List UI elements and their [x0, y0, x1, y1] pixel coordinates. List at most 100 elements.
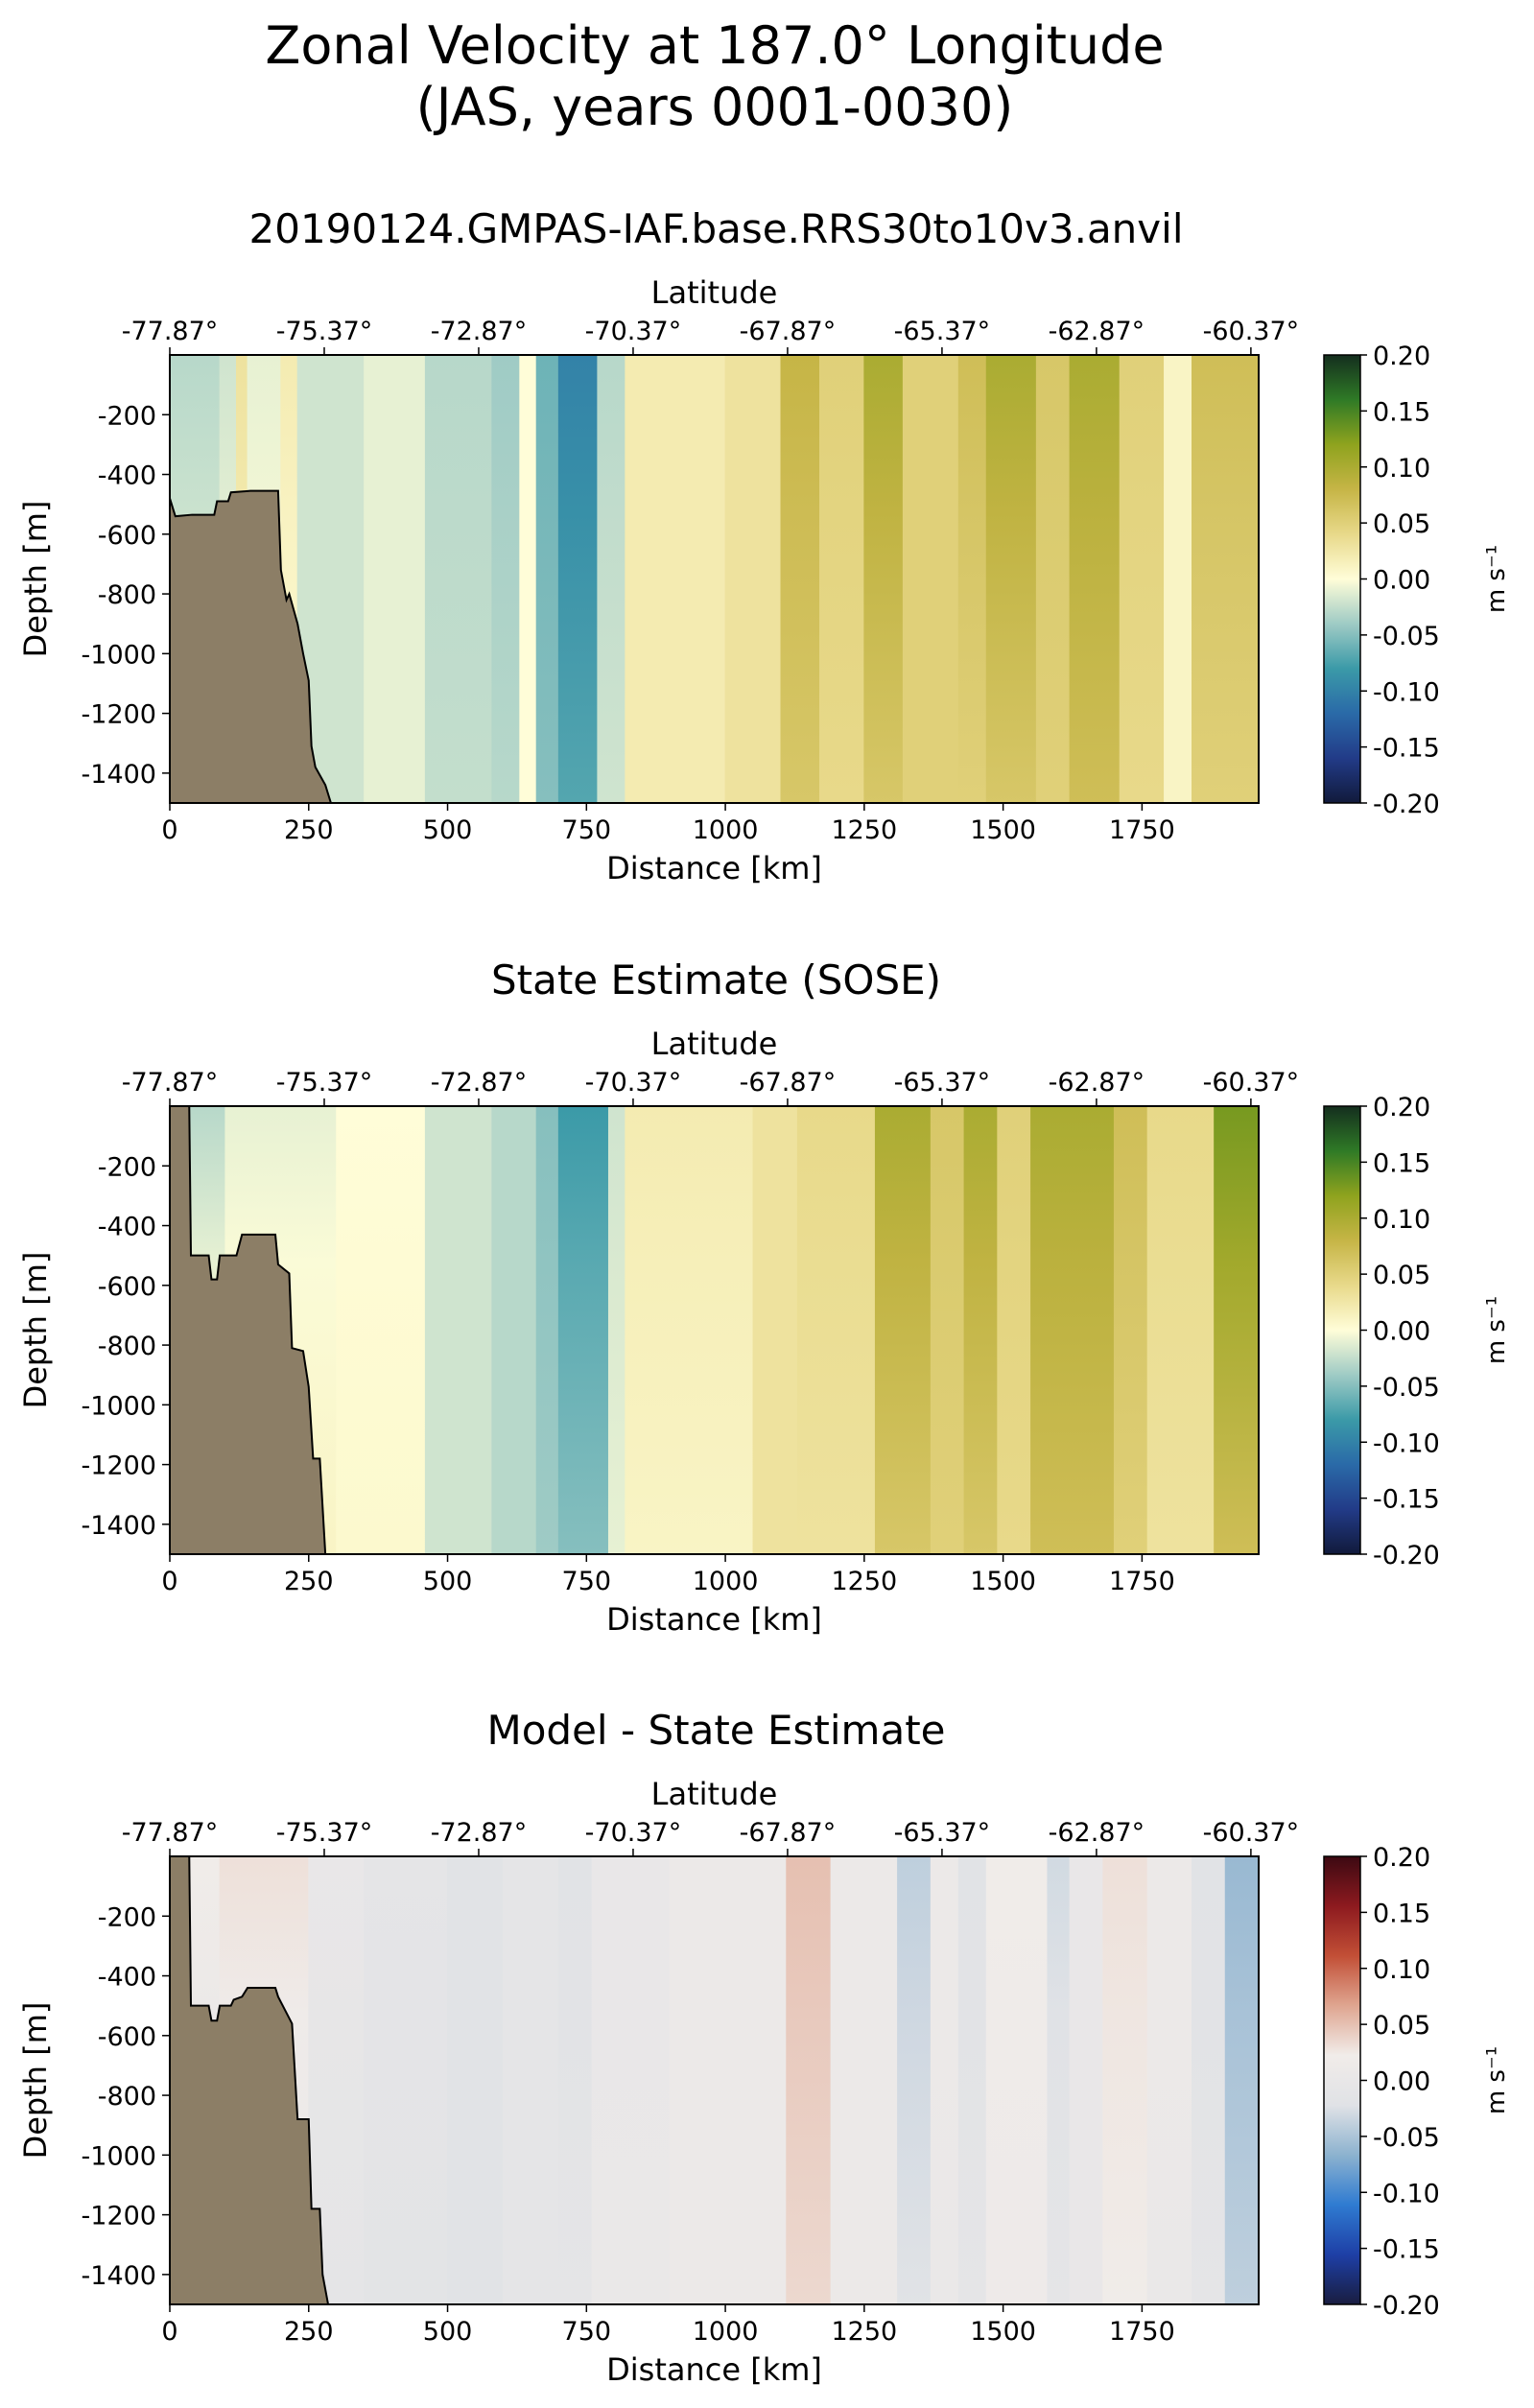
- x-tick-label: 1750: [1109, 2317, 1175, 2347]
- field-column: [985, 355, 1037, 803]
- colorbar-label: m s⁻¹: [1482, 1296, 1511, 1364]
- y-tick-label: -1200: [82, 2202, 156, 2231]
- colorbar-tick-label: -0.15: [1373, 734, 1440, 764]
- top-x-tick-label: -60.37°: [1203, 1818, 1300, 1848]
- panel-title: State Estimate (SOSE): [491, 956, 941, 1003]
- field-column: [752, 1106, 798, 1554]
- field-column: [336, 1106, 426, 1554]
- x-tick-label: 1000: [693, 815, 759, 845]
- x-tick-label: 1250: [831, 2317, 897, 2347]
- colorbar: [1323, 354, 1361, 804]
- field-column: [930, 1856, 959, 2304]
- y-tick-label: -1000: [82, 2141, 156, 2171]
- top-x-tick-label: -60.37°: [1203, 1068, 1300, 1098]
- field-column: [424, 1106, 493, 1554]
- colorbar-tick-label: 0.05: [1373, 2011, 1430, 2041]
- x-tick-label: 250: [284, 1567, 334, 1596]
- colorbar-tick-label: -0.05: [1373, 622, 1440, 651]
- top-x-tick-label: -75.37°: [276, 1068, 373, 1098]
- colorbar-tick-label: -0.20: [1373, 1541, 1440, 1570]
- colorbar-label: m s⁻¹: [1482, 2046, 1511, 2114]
- field-column: [985, 1856, 1015, 2304]
- field-column: [557, 1106, 609, 1554]
- top-x-tick-label: -65.37°: [894, 317, 991, 346]
- y-tick-label: -800: [98, 580, 156, 610]
- x-tick-label: 1000: [693, 1567, 759, 1596]
- y-tick-label: -1200: [82, 700, 156, 730]
- y-tick-label: -400: [98, 461, 156, 491]
- x-tick-label: 500: [423, 815, 473, 845]
- top-x-tick-label: -77.87°: [122, 317, 219, 346]
- x-tick-label: 1500: [970, 1567, 1036, 1596]
- colorbar-tick-label: -0.20: [1373, 2291, 1440, 2321]
- land-mask: [170, 1856, 329, 2304]
- x-tick-label: 1750: [1109, 815, 1175, 845]
- top-x-tick-label: -67.87°: [740, 317, 837, 346]
- field-column: [1069, 1856, 1104, 2304]
- colorbar-tick-label: 0.05: [1373, 1261, 1430, 1290]
- field-column: [607, 1106, 626, 1554]
- y-tick-label: -1200: [82, 1452, 156, 1481]
- field-group-1: [170, 1106, 1259, 1554]
- field-column: [491, 355, 521, 803]
- x-tick-label: 1500: [970, 815, 1036, 845]
- y-tick-label: -800: [98, 2082, 156, 2112]
- y-tick-label: -1400: [82, 1511, 156, 1541]
- field-column: [491, 1106, 537, 1554]
- field-column: [963, 1106, 999, 1554]
- x-tick-label: 1000: [693, 2317, 759, 2347]
- top-x-tick-label: -60.37°: [1203, 317, 1300, 346]
- colorbar-tick-label: -0.05: [1373, 2123, 1440, 2153]
- field-column: [1164, 355, 1193, 803]
- figure-title-line2: (JAS, years 0001-0030): [415, 77, 1014, 137]
- colorbar-tick-label: -0.20: [1373, 790, 1440, 819]
- bathymetry-line: [170, 1856, 330, 2304]
- top-x-tick-label: -62.87°: [1049, 317, 1145, 346]
- field-column: [625, 355, 726, 803]
- colorbar-tick-label: 0.20: [1373, 1843, 1430, 1873]
- x-tick-label: 0: [161, 2317, 177, 2347]
- top-x-tick-label: -70.37°: [585, 1068, 682, 1098]
- field-column: [1192, 355, 1259, 803]
- plot-frame: [169, 1855, 1260, 2305]
- field-column: [957, 1856, 987, 2304]
- land-mask: [170, 1106, 326, 1554]
- x-axis-label: Distance [km]: [606, 2351, 822, 2388]
- y-tick-label: -400: [98, 1213, 156, 1242]
- field-column: [897, 1856, 932, 2304]
- y-axis-label: Depth [m]: [17, 501, 54, 658]
- colorbar-tick-label: 0.20: [1373, 342, 1430, 371]
- y-tick-label: -600: [98, 2022, 156, 2052]
- field-column: [1069, 355, 1121, 803]
- field-column: [557, 355, 599, 803]
- y-tick-label: -800: [98, 1332, 156, 1361]
- colorbar-tick-label: 0.00: [1373, 2067, 1430, 2097]
- top-x-axis-label: Latitude: [651, 274, 778, 311]
- field-column: [786, 1856, 832, 2304]
- x-tick-label: 1500: [970, 2317, 1036, 2347]
- field-column: [724, 355, 782, 803]
- field-column: [535, 355, 559, 803]
- field-column: [535, 1106, 559, 1554]
- colorbar-tick-label: 0.10: [1373, 454, 1430, 484]
- colorbar-tick-label: 0.00: [1373, 1317, 1430, 1347]
- field-column: [1113, 1106, 1148, 1554]
- field-column: [1214, 1106, 1259, 1554]
- y-tick-label: -600: [98, 521, 156, 551]
- x-tick-label: 1250: [831, 815, 897, 845]
- top-x-axis-label: Latitude: [651, 1776, 778, 1812]
- top-x-tick-label: -77.87°: [122, 1818, 219, 1848]
- top-x-axis-label: Latitude: [651, 1026, 778, 1062]
- bathymetry-line: [170, 1106, 327, 1554]
- colorbar-tick-label: 0.15: [1373, 1899, 1430, 1928]
- field-column: [997, 1106, 1032, 1554]
- x-tick-label: 750: [562, 1567, 612, 1596]
- field-column: [557, 1856, 593, 2304]
- field-column: [591, 1856, 671, 2304]
- field-column: [1146, 1106, 1215, 1554]
- x-axis-label: Distance [km]: [606, 850, 822, 886]
- y-tick-label: -1400: [82, 2261, 156, 2291]
- field-column: [424, 355, 493, 803]
- x-tick-label: 0: [161, 815, 177, 845]
- y-axis-label: Depth [m]: [17, 1252, 54, 1409]
